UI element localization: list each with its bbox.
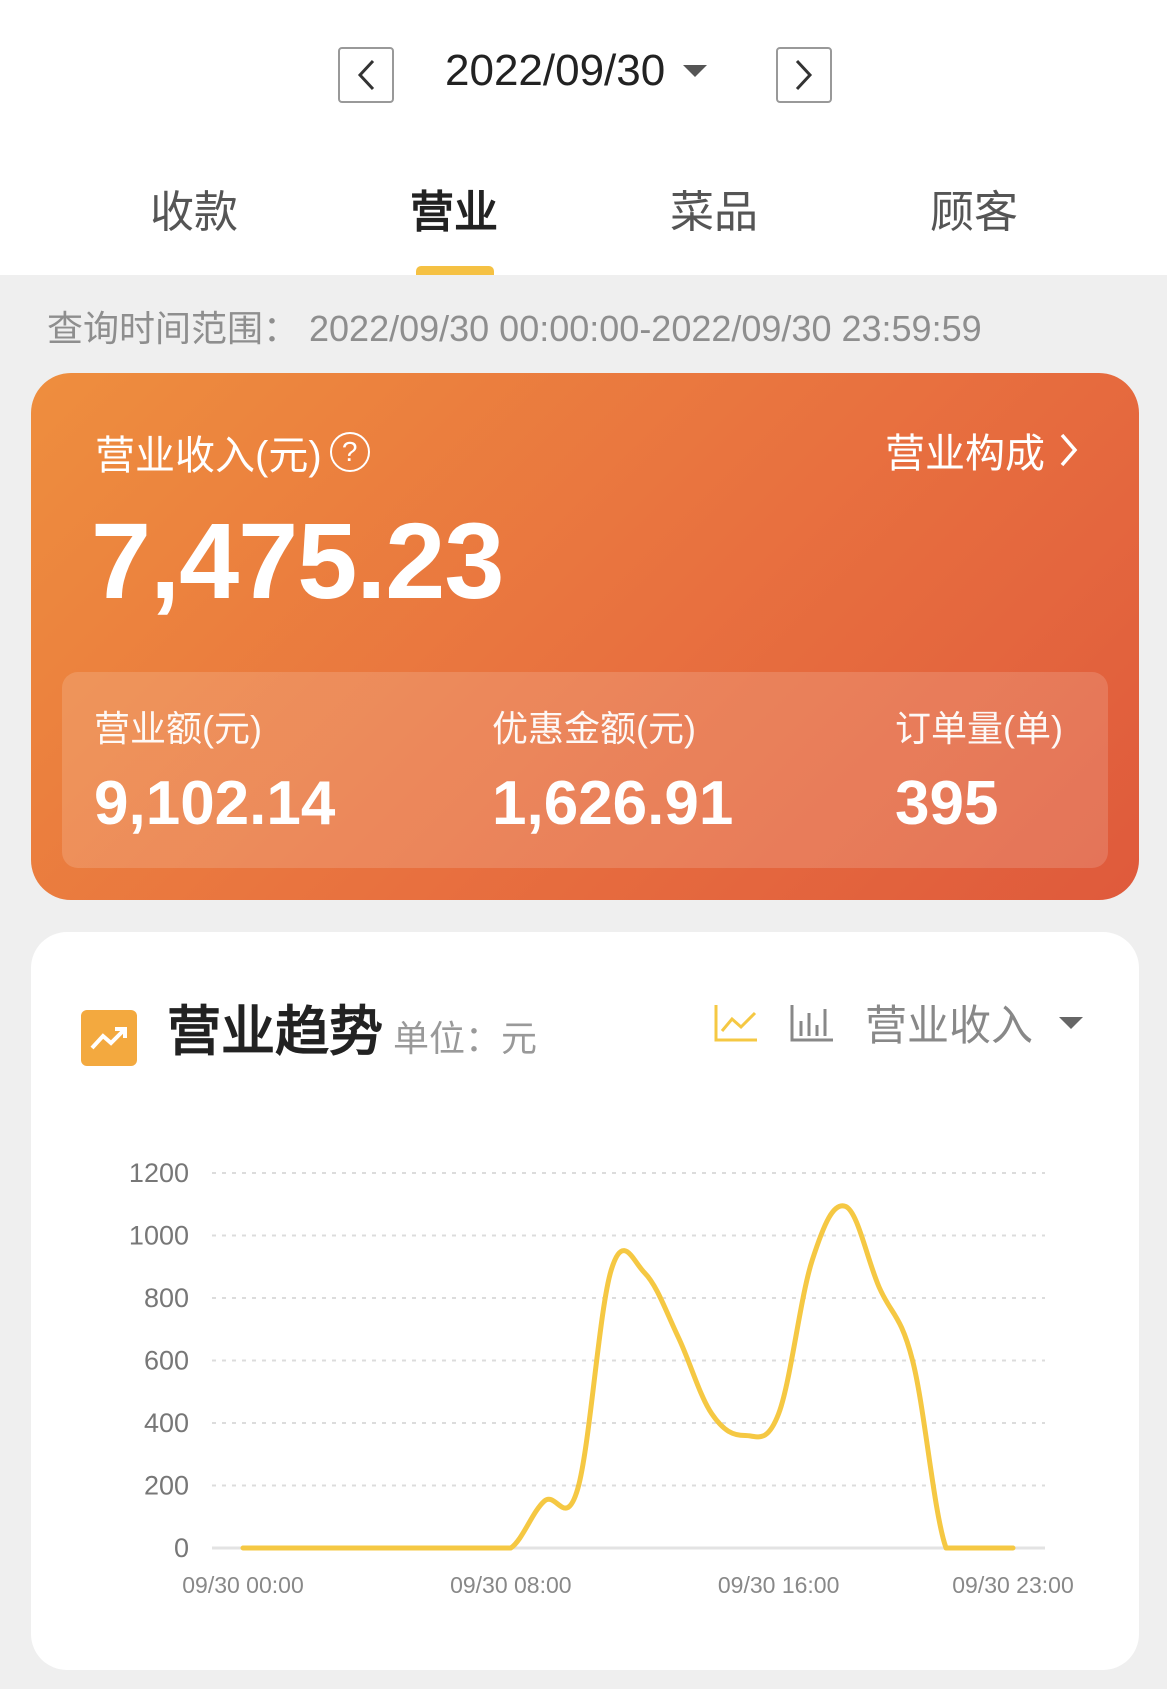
caret-down-icon xyxy=(683,65,708,77)
prev-date-button[interactable] xyxy=(338,47,394,103)
x-tick-label: 09/30 08:00 xyxy=(450,1572,572,1598)
revenue-summary-card: 营业收入(元)? 营业构成 7,475.23 营业额(元) 9,102.14 优惠… xyxy=(31,373,1139,900)
tab-collection[interactable]: 收款 xyxy=(150,188,238,237)
trend-line-chart: 0 200 400 600 800 1000 1200 09/30 00:00 09/30 08… xyxy=(129,1158,1074,1598)
tab-dishes[interactable]: 菜品 xyxy=(670,188,758,237)
chevron-right-icon xyxy=(1060,433,1078,467)
header-area: 2022/09/30 收款 营业 菜品 顾客 xyxy=(0,0,1167,275)
stat-label: 优惠金额(元) xyxy=(492,708,696,749)
series-line xyxy=(240,1203,1016,1551)
stat-label: 订单量(单) xyxy=(895,708,1063,749)
tab-customers[interactable]: 顾客 xyxy=(930,188,1018,237)
x-tick-label: 09/30 00:00 xyxy=(182,1572,304,1598)
metric-select[interactable]: 营业收入 xyxy=(865,992,1083,1053)
stat-value: 395 xyxy=(895,769,999,838)
trend-icon xyxy=(81,1010,137,1066)
stat-value: 9,102.14 xyxy=(94,769,336,838)
y-tick-label: 1000 xyxy=(129,1221,189,1251)
next-date-button[interactable] xyxy=(776,47,832,103)
y-tick-label: 800 xyxy=(144,1283,189,1313)
tab-business[interactable]: 营业 xyxy=(410,188,498,237)
active-tab-indicator xyxy=(416,266,494,275)
metric-select-value: 营业收入 xyxy=(864,1002,1033,1049)
trend-header: 营业趋势 单位：元 xyxy=(81,987,537,1066)
y-tick-label: 1200 xyxy=(129,1158,189,1188)
date-picker[interactable]: 2022/09/30 xyxy=(445,46,708,96)
x-tick-label: 09/30 23:00 xyxy=(952,1572,1074,1598)
help-icon[interactable]: ? xyxy=(329,432,370,472)
y-tick-label: 0 xyxy=(174,1533,189,1563)
line-chart-icon[interactable] xyxy=(713,1003,759,1043)
y-tick-label: 400 xyxy=(144,1408,189,1438)
trend-unit: 单位：元 xyxy=(393,1018,538,1059)
stat-turnover: 营业额(元) 9,102.14 xyxy=(94,700,335,839)
bar-chart-icon[interactable] xyxy=(789,1003,835,1043)
stat-orders: 订单量(单) 395 xyxy=(895,700,1063,839)
y-tick-label: 600 xyxy=(144,1346,189,1376)
revenue-value: 7,475.23 xyxy=(91,500,504,621)
composition-label: 营业构成 xyxy=(885,432,1045,476)
chevron-left-icon xyxy=(357,59,375,91)
stat-label: 营业额(元) xyxy=(94,708,262,749)
stats-box: 营业额(元) 9,102.14 优惠金额(元) 1,626.91 订单量(单) 395 xyxy=(62,672,1108,868)
x-tick-label: 09/30 16:00 xyxy=(718,1572,840,1598)
trend-panel: 营业趋势 单位：元 营业收入 0 200 400 600 800 1000 1200 09/3… xyxy=(31,932,1139,1670)
revenue-label: 营业收入(元) xyxy=(95,434,322,478)
date-text: 2022/09/30 xyxy=(445,46,666,95)
y-tick-label: 200 xyxy=(144,1471,189,1501)
trend-title: 营业趋势 xyxy=(167,1002,383,1062)
composition-link[interactable]: 营业构成 xyxy=(885,421,1079,479)
stat-discount: 优惠金额(元) 1,626.91 xyxy=(492,700,733,839)
caret-down-icon xyxy=(1059,1016,1083,1029)
revenue-label-row: 营业收入(元)? xyxy=(95,423,370,481)
query-range: 查询时间范围： 2022/09/30 00:00:00-2022/09/30 2… xyxy=(47,308,982,349)
trend-controls: 营业收入 xyxy=(713,992,1083,1053)
chevron-right-icon xyxy=(795,59,813,91)
stat-value: 1,626.91 xyxy=(492,769,734,838)
